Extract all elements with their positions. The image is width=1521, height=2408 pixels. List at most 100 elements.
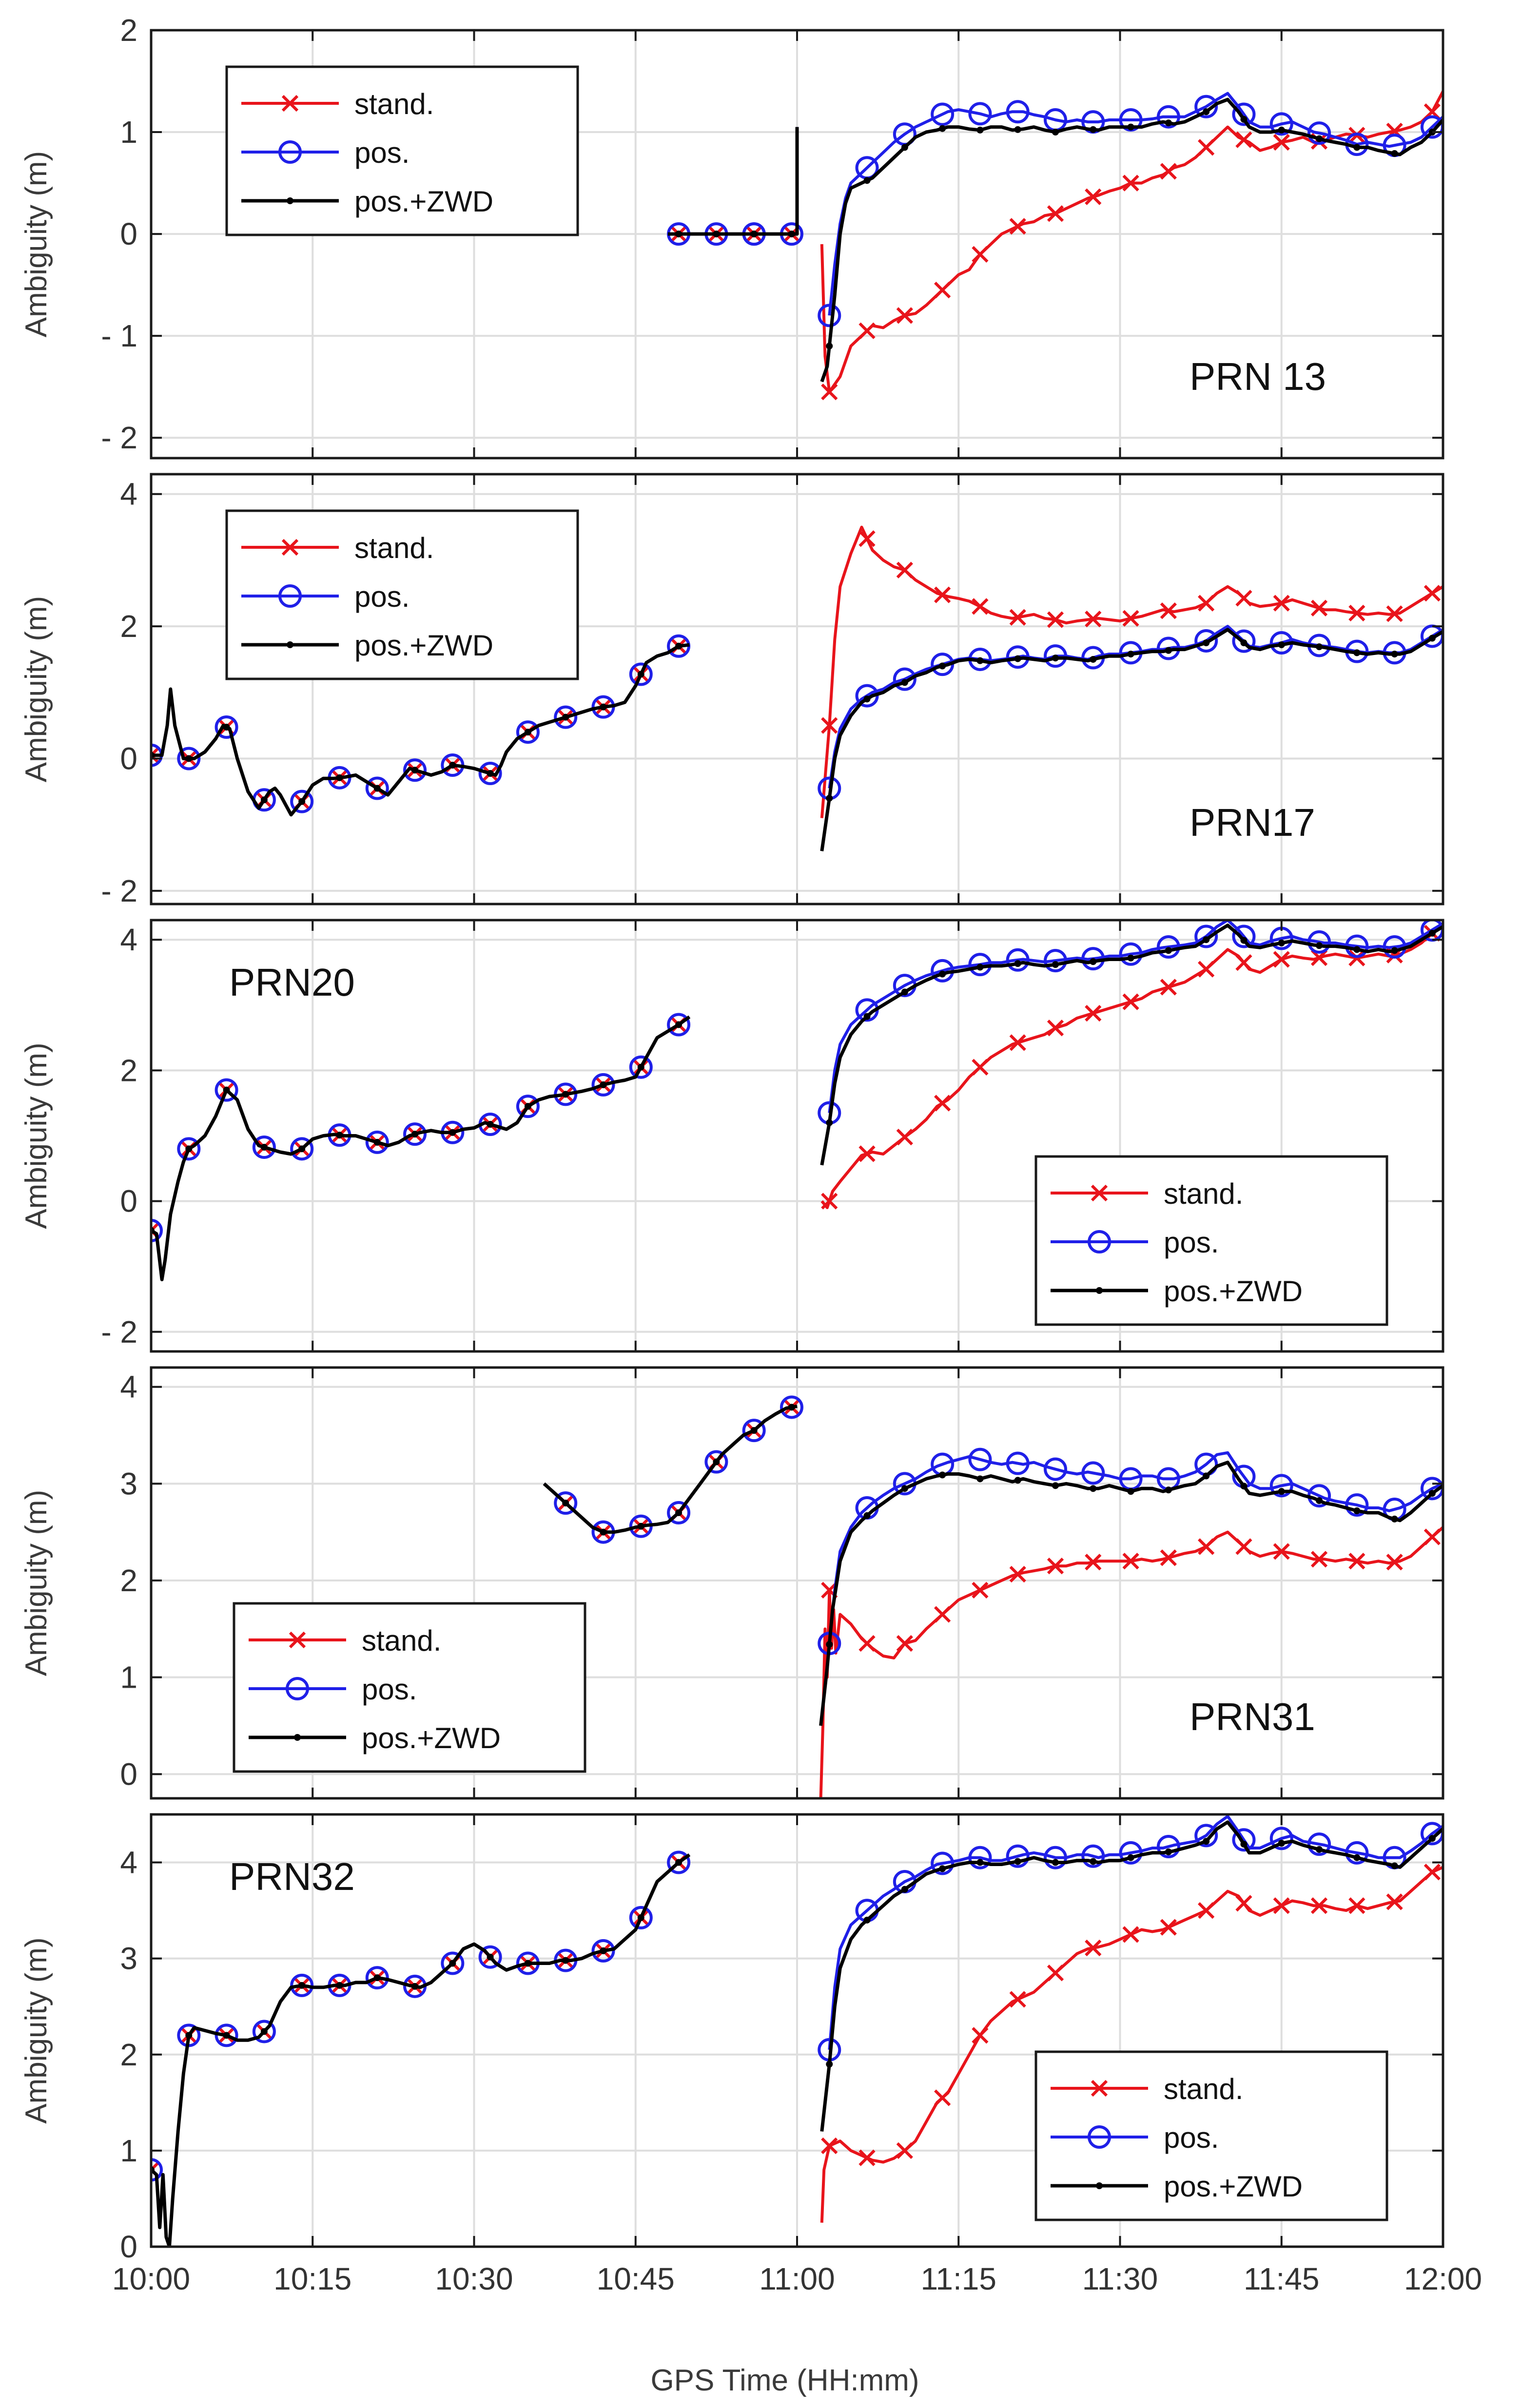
series-marker [151, 1218, 163, 1242]
series-marker [524, 729, 531, 736]
legend: stand. pos. pos.+ZWD [1034, 1155, 1388, 1326]
legend: stand. pos. pos.+ZWD [225, 509, 579, 680]
series-marker [1047, 611, 1064, 628]
series-line [820, 628, 1443, 851]
series-marker [1119, 1841, 1143, 1865]
legend-marker [1088, 2125, 1111, 2149]
y-axis-label: Ambiguity (m) [20, 1937, 53, 2123]
series-marker-stroke-b [972, 1059, 989, 1076]
series-marker [1122, 610, 1139, 627]
y-tick-label: 4 [120, 477, 137, 512]
series-marker [1316, 135, 1323, 142]
series-marker [939, 1865, 946, 1872]
series-marker [1345, 1493, 1369, 1517]
legend-label: stand. [1164, 1177, 1243, 1210]
y-tick-label: 2 [120, 609, 137, 644]
series-marker [976, 963, 984, 971]
series-marker [1424, 1528, 1441, 1545]
series-marker [821, 717, 838, 734]
series-marker-stroke-b [1122, 1553, 1139, 1570]
series-marker [1278, 1840, 1285, 1847]
series-marker [1232, 1828, 1256, 1852]
legend-marker [286, 1677, 309, 1700]
series-marker [336, 774, 343, 781]
series-marker [1081, 1844, 1105, 1868]
series-marker [562, 1091, 569, 1098]
series-marker [1014, 655, 1021, 662]
series-marker [968, 1447, 992, 1471]
legend-entry: pos.+ZWD [241, 185, 493, 218]
series-marker [1127, 651, 1134, 658]
prn-label: PRN17 [1190, 801, 1315, 844]
legend-marker-stroke-b [1091, 2080, 1108, 2097]
series-marker [1203, 639, 1210, 647]
series-marker [298, 1982, 306, 1989]
series-marker [1391, 1862, 1398, 1869]
series-marker [788, 231, 795, 238]
series-marker [1122, 1553, 1139, 1570]
series-marker-stroke-b [1085, 188, 1102, 205]
series-marker [1203, 108, 1210, 116]
series-marker [972, 1581, 989, 1599]
series-marker [826, 794, 833, 802]
series-marker [1278, 1488, 1285, 1495]
series-marker [972, 598, 989, 615]
series-marker-stroke-b [1235, 1538, 1252, 1555]
series-marker [637, 1063, 644, 1071]
series-marker [290, 1973, 314, 1997]
y-tick-label: - 2 [101, 1314, 137, 1349]
legend-label: stand. [354, 88, 434, 120]
x-tick-label: 10:30 [435, 2261, 513, 2296]
series-marker [1160, 1549, 1177, 1566]
series-marker-stroke-b [1310, 1551, 1328, 1568]
series-marker [934, 1606, 951, 1623]
series-marker [667, 1850, 691, 1874]
series-marker [1235, 1538, 1252, 1555]
series-marker [667, 1501, 691, 1524]
series-marker [185, 755, 193, 762]
series-marker [214, 715, 238, 739]
series-marker [1160, 979, 1177, 996]
series-marker [1198, 961, 1215, 978]
series-marker [1085, 1554, 1102, 1571]
legend-entry: pos. [1051, 2121, 1219, 2154]
legend-entry: stand. [1051, 2073, 1243, 2105]
series-marker [1194, 925, 1218, 948]
series-marker [893, 667, 916, 691]
series-marker [1006, 948, 1030, 972]
legend-label: stand. [362, 1624, 441, 1657]
series-marker [1428, 635, 1436, 642]
series-marker [675, 1859, 682, 1866]
series-marker [177, 747, 201, 771]
series-marker-stroke-b [1009, 609, 1026, 626]
series-marker [298, 798, 306, 805]
series-marker-stroke-b [1047, 1558, 1064, 1575]
series-marker [516, 720, 540, 744]
series-marker-stroke-b [1386, 1554, 1403, 1571]
legend-marker [278, 140, 302, 164]
series-marker [336, 1132, 343, 1139]
series-marker [972, 246, 989, 263]
x-tick-label: 12:00 [1404, 2261, 1482, 2296]
series-marker-stroke-b [934, 586, 951, 603]
legend-marker [281, 95, 299, 112]
series-pos-zwd [151, 628, 1443, 851]
prn-label: PRN 13 [1190, 355, 1326, 398]
series-marker [1198, 595, 1215, 612]
series-marker [780, 1395, 803, 1419]
y-tick-label: 1 [120, 115, 137, 150]
series-marker [968, 102, 992, 126]
x-tick-label: 11:30 [1082, 2261, 1158, 2296]
series-pos-zwd [151, 924, 1443, 1281]
series-marker-stroke-b [934, 281, 951, 299]
series-marker-stroke-b [1235, 131, 1252, 148]
legend-entry: stand. [1051, 1177, 1243, 1210]
y-ticks: - 2 0 2 4 [101, 920, 1444, 1351]
series-marker [1391, 1515, 1398, 1522]
series-marker [1052, 961, 1059, 968]
series-marker [1160, 163, 1177, 180]
series-marker [713, 1458, 720, 1465]
series-marker-stroke-b [1310, 1897, 1328, 1914]
y-ticks: - 2 - 1 0 1 2 [101, 13, 1444, 458]
series-marker-stroke-b [1009, 1991, 1026, 2008]
